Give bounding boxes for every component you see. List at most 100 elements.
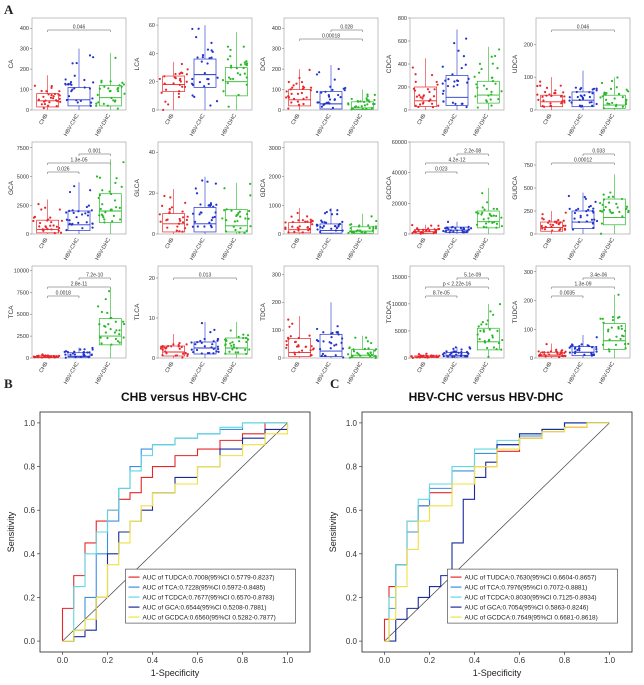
data-point xyxy=(425,229,428,232)
data-point xyxy=(362,100,366,104)
data-point xyxy=(351,355,354,358)
y-tick-label: 40 xyxy=(149,51,155,57)
data-point xyxy=(589,204,592,208)
subplot-title: TLCA xyxy=(134,303,141,320)
data-point xyxy=(222,90,225,93)
y-tick-label: 0 xyxy=(278,232,281,238)
data-point xyxy=(475,223,479,226)
pvalue-label: 0.00018 xyxy=(322,34,340,40)
data-point xyxy=(437,104,440,107)
pvalue-label: 8.7e-05 xyxy=(433,291,450,297)
data-point xyxy=(366,93,369,96)
data-point xyxy=(320,105,323,108)
pvalue-bracket xyxy=(330,29,363,32)
data-point xyxy=(115,177,118,180)
legend-entry: AUC of GCDCA:0.7649(95%CI 0.6681-0.8618) xyxy=(465,614,598,621)
data-point xyxy=(92,81,95,84)
data-point xyxy=(336,209,339,212)
y-tick-label: 100 xyxy=(20,88,29,94)
data-point xyxy=(75,216,78,219)
data-point xyxy=(49,224,52,227)
data-point xyxy=(413,230,417,233)
data-point xyxy=(588,101,591,104)
data-point xyxy=(193,95,196,98)
data-point xyxy=(84,212,87,215)
box xyxy=(476,80,500,104)
data-point xyxy=(203,345,206,348)
data-point xyxy=(291,225,294,228)
data-point xyxy=(495,226,498,229)
data-point xyxy=(83,78,86,82)
data-point xyxy=(465,355,469,358)
data-point xyxy=(209,104,212,107)
x-tick-label: CHB xyxy=(164,113,175,126)
data-point xyxy=(243,61,246,64)
data-point xyxy=(64,353,67,356)
data-point xyxy=(69,82,72,86)
x-tick-label: HBV-DHC xyxy=(94,237,112,261)
data-point xyxy=(359,100,362,103)
data-point xyxy=(97,196,100,200)
data-point xyxy=(183,85,187,89)
y-tick-label: 7500 xyxy=(17,290,29,296)
legend-entry: AUC of GCA:0.6544(95%CI 0.5208-0.7881) xyxy=(143,604,267,611)
data-point xyxy=(40,208,43,211)
data-point xyxy=(290,215,293,218)
data-point xyxy=(625,205,629,208)
x-tick-label: CHB xyxy=(38,237,49,250)
legend-box xyxy=(125,568,296,624)
y-tick-label: 40000 xyxy=(392,171,407,177)
data-point xyxy=(38,225,41,228)
data-point xyxy=(293,230,296,233)
data-point xyxy=(226,82,229,85)
data-point xyxy=(245,352,248,356)
y-tick-label: 0.4 xyxy=(346,550,358,559)
data-point xyxy=(33,84,37,87)
data-point xyxy=(210,346,213,349)
data-point xyxy=(60,219,64,222)
y-tick-label: 60000 xyxy=(392,140,407,146)
data-point xyxy=(549,223,552,226)
data-point xyxy=(224,338,227,341)
data-point xyxy=(412,87,416,90)
data-point xyxy=(244,217,247,220)
data-point xyxy=(601,317,604,320)
data-point xyxy=(112,214,116,218)
legend-entry: AUC of GCA:0.7054(95%CI 0.5863-0.8246) xyxy=(465,604,589,611)
data-point xyxy=(571,228,575,231)
data-point xyxy=(91,348,94,351)
data-point xyxy=(574,86,577,89)
x-tick-label: HBV-CHC xyxy=(63,237,81,261)
data-point xyxy=(52,224,55,227)
data-point xyxy=(414,104,417,107)
data-point xyxy=(178,342,181,345)
y-tick-label: 300 xyxy=(20,47,29,53)
data-point xyxy=(245,60,248,63)
data-point xyxy=(118,84,121,87)
data-point xyxy=(114,206,118,209)
data-point xyxy=(203,72,206,75)
diagonal-reference-line xyxy=(384,422,610,642)
data-point xyxy=(51,97,55,100)
y-tick-label: 2000 xyxy=(269,175,281,181)
data-point xyxy=(163,82,166,85)
x-tick-label: CHB xyxy=(416,361,427,374)
data-point xyxy=(229,342,232,345)
box xyxy=(414,86,438,107)
data-point xyxy=(430,102,434,105)
x-tick-label: HBV-DHC xyxy=(472,237,490,261)
y-tick-label: 2500 xyxy=(17,203,29,209)
data-point xyxy=(244,336,248,340)
data-point xyxy=(625,207,628,210)
data-point xyxy=(501,338,504,342)
data-point xyxy=(79,99,82,103)
data-point xyxy=(235,67,238,70)
data-point xyxy=(122,336,125,339)
data-point xyxy=(426,227,430,230)
data-point xyxy=(285,96,288,99)
data-point xyxy=(431,106,435,109)
data-point xyxy=(42,95,45,98)
subplot-tudca: TUDCA 0 100 200 300 CHB HBV-CHC HBV-DHC 0.0035 1.… xyxy=(512,265,631,385)
data-point xyxy=(563,101,566,104)
data-point xyxy=(245,76,248,79)
